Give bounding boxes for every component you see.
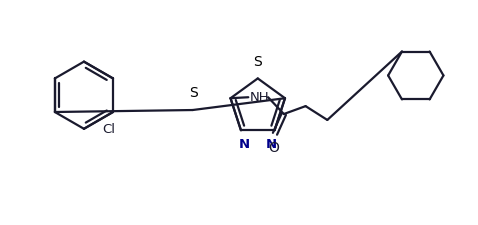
Text: S: S [253, 54, 262, 69]
Text: Cl: Cl [103, 123, 116, 136]
Text: N: N [266, 138, 277, 151]
Text: O: O [269, 141, 280, 155]
Text: S: S [189, 86, 198, 100]
Text: NH: NH [250, 91, 269, 104]
Text: N: N [239, 138, 250, 151]
